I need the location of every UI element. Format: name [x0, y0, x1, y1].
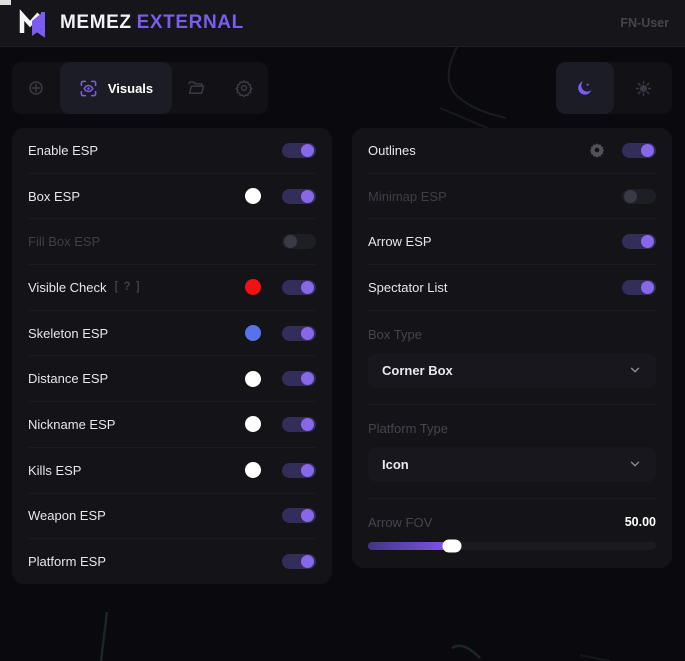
app-title: MEMEZ EXTERNAL — [60, 12, 244, 34]
outlines-settings-gear-icon[interactable] — [589, 142, 605, 159]
row-weapon-esp: Weapon ESP — [28, 494, 316, 540]
arrow-fov-section: Arrow FOV 50.00 — [368, 499, 656, 568]
skeleton-esp-color-swatch[interactable] — [245, 325, 261, 342]
row-label: Spectator List — [368, 279, 448, 295]
theme-dark-button[interactable] — [556, 62, 614, 114]
nickname-esp-color-swatch[interactable] — [245, 416, 261, 433]
kills-esp-toggle[interactable] — [282, 462, 316, 478]
chevron-down-icon — [628, 363, 642, 377]
tab-bar: Visuals — [12, 62, 268, 114]
title-bar: MEMEZ EXTERNAL FN-User — [0, 0, 685, 47]
nickname-esp-toggle[interactable] — [282, 416, 316, 432]
row-nickname-esp: Nickname ESP — [28, 402, 316, 448]
arrow-fov-slider-fill — [368, 541, 452, 550]
arrow-esp-toggle[interactable] — [622, 234, 656, 250]
moon-icon — [578, 81, 592, 95]
tab-aimbot[interactable] — [12, 62, 60, 114]
box-type-section: Box Type Corner Box — [368, 311, 656, 405]
kills-esp-color-swatch[interactable] — [245, 462, 261, 479]
row-label: Outlines — [368, 142, 416, 158]
distance-esp-color-swatch[interactable] — [245, 370, 261, 387]
row-skeleton-esp: Skeleton ESP — [28, 311, 316, 357]
tab-settings[interactable] — [220, 62, 268, 114]
row-label: Arrow ESP — [368, 234, 432, 250]
row-label: Skeleton ESP — [28, 325, 109, 341]
gear-icon — [235, 80, 253, 97]
box-esp-toggle[interactable] — [282, 188, 316, 204]
row-label: Visible Check — [28, 279, 107, 295]
esp-extra-settings-panel: Outlines Minimap ESP Arrow ESP Spectator… — [352, 128, 672, 568]
memez-logo-icon — [19, 9, 45, 38]
row-enable-esp: Enable ESP — [28, 128, 316, 174]
platform-esp-toggle[interactable] — [282, 554, 316, 570]
row-arrow-esp: Arrow ESP — [368, 219, 656, 266]
row-label: Distance ESP — [28, 371, 109, 387]
row-label: Enable ESP — [28, 142, 99, 158]
box-type-value: Corner Box — [382, 362, 453, 378]
row-kills-esp: Kills ESP — [28, 448, 316, 494]
theme-switcher — [556, 62, 672, 114]
row-box-esp: Box ESP — [28, 174, 316, 220]
row-label: Kills ESP — [28, 462, 82, 478]
distance-esp-toggle[interactable] — [282, 371, 316, 387]
platform-type-section: Platform Type Icon — [368, 405, 656, 499]
visible-check-toggle[interactable] — [282, 279, 316, 295]
weapon-esp-toggle[interactable] — [282, 508, 316, 524]
row-label: Nickname ESP — [28, 416, 116, 432]
row-platform-esp: Platform ESP — [28, 539, 316, 584]
row-minimap-esp: Minimap ESP — [368, 174, 656, 220]
tab-visuals-label: Visuals — [107, 80, 154, 96]
platform-type-label: Platform Type — [368, 420, 448, 436]
enable-esp-toggle[interactable] — [282, 142, 316, 158]
row-spectator-list: Spectator List — [368, 265, 656, 311]
box-type-label: Box Type — [368, 326, 422, 342]
arrow-fov-value: 50.00 — [624, 515, 656, 530]
row-outlines: Outlines — [368, 128, 656, 174]
eye-scan-icon — [80, 80, 97, 96]
platform-type-select[interactable]: Icon — [368, 446, 656, 482]
arrow-fov-slider[interactable] — [368, 539, 656, 553]
minimap-esp-toggle[interactable] — [622, 188, 656, 204]
arrow-fov-label: Arrow FOV — [368, 514, 433, 530]
row-label: Platform ESP — [28, 554, 107, 570]
theme-light-button[interactable] — [614, 62, 672, 114]
visible-check-color-swatch[interactable] — [245, 279, 261, 296]
toolbar: Visuals — [12, 62, 672, 114]
platform-type-value: Icon — [382, 456, 409, 472]
arrow-fov-slider-handle[interactable] — [442, 539, 462, 553]
skeleton-esp-toggle[interactable] — [282, 325, 316, 341]
row-label: Weapon ESP — [28, 508, 106, 524]
esp-settings-panel: Enable ESP Box ESP Fill Box ESP Visible … — [12, 128, 332, 584]
spectator-list-toggle[interactable] — [622, 279, 656, 295]
box-type-select[interactable]: Corner Box — [368, 352, 656, 388]
help-hint-badge: [ ? ] — [114, 281, 141, 294]
folder-icon — [188, 81, 205, 94]
row-label: Minimap ESP — [368, 188, 447, 204]
outlines-toggle[interactable] — [622, 142, 656, 158]
brand-suffix: EXTERNAL — [136, 12, 244, 33]
crosshair-icon — [29, 81, 43, 95]
username-label: FN-User — [620, 16, 669, 30]
fill-box-esp-toggle[interactable] — [282, 234, 316, 250]
row-label: Box ESP — [28, 188, 81, 204]
row-fill-box-esp: Fill Box ESP — [28, 219, 316, 266]
chevron-down-icon — [628, 457, 642, 471]
brand-name: MEMEZ — [60, 12, 132, 33]
background-screen-sliver — [0, 0, 11, 5]
tab-visuals[interactable]: Visuals — [60, 62, 172, 114]
box-esp-color-swatch[interactable] — [245, 188, 261, 205]
row-label: Fill Box ESP — [28, 234, 101, 250]
tab-configs[interactable] — [172, 62, 220, 114]
sun-icon — [635, 80, 651, 96]
row-visible-check: Visible Check [ ? ] — [28, 265, 316, 311]
row-distance-esp: Distance ESP — [28, 356, 316, 403]
